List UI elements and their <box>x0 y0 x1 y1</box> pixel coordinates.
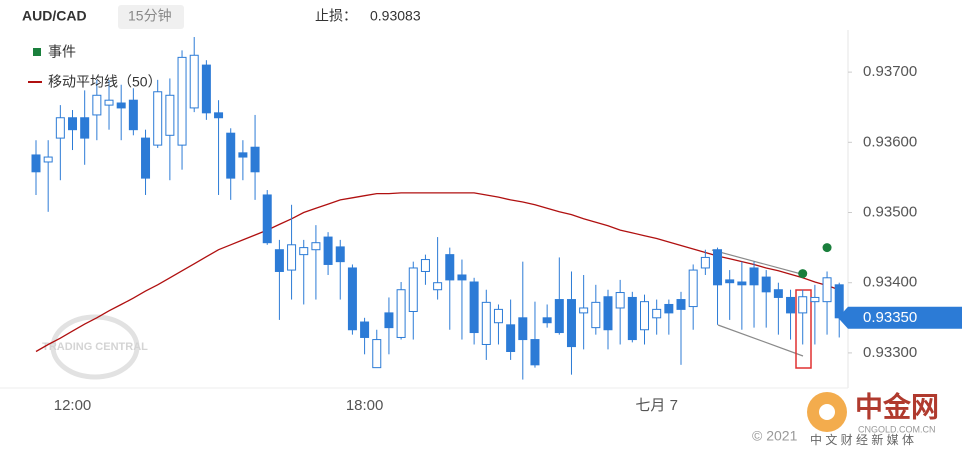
y-tick-label: 0.93600 <box>863 133 917 150</box>
candle-body <box>713 249 723 286</box>
interval-box <box>118 5 184 29</box>
candle-body <box>810 296 820 303</box>
candle-body <box>226 132 236 179</box>
y-tick-label: 0.93700 <box>863 63 917 80</box>
stop-value: 0.93083 <box>370 8 421 24</box>
brand: 中金网 <box>855 390 939 422</box>
symbol: AUD/CAD <box>22 8 87 24</box>
candle-body <box>615 292 625 309</box>
event-dot <box>822 243 832 253</box>
candle-body <box>506 324 516 352</box>
candle-body <box>676 299 686 310</box>
candle-body <box>104 99 114 106</box>
candle-body <box>274 249 284 272</box>
candle-body <box>238 152 248 158</box>
candle-body <box>469 281 479 334</box>
candle-body <box>688 269 698 308</box>
candle-body <box>603 296 613 331</box>
candle-body <box>737 281 747 286</box>
candle-body <box>92 94 102 116</box>
candle-body <box>396 289 406 338</box>
x-tick-label: 18:00 <box>346 397 384 414</box>
candle-body <box>287 244 297 271</box>
logo-icon <box>819 404 835 420</box>
candle-body <box>31 154 41 173</box>
candle-body <box>262 194 272 244</box>
watermark: TRADING CENTRAL <box>42 341 148 353</box>
candle-body <box>786 296 796 314</box>
candle-body <box>311 242 321 251</box>
candle-body <box>554 299 564 334</box>
candle-body <box>165 94 175 136</box>
legend-swatch <box>33 48 41 56</box>
candle-body <box>627 296 637 341</box>
candle-body <box>433 282 443 291</box>
candle-body <box>481 301 491 345</box>
x-tick-label: 七月 7 <box>635 397 678 414</box>
candle-body <box>445 254 455 281</box>
candle-body <box>798 296 808 314</box>
candle-body <box>189 54 199 109</box>
candle-body <box>55 117 65 139</box>
candle-body <box>116 102 126 109</box>
slogan: 中 文 财 经 新 媒 体 <box>810 432 914 447</box>
candle-body <box>542 317 552 324</box>
candle-body <box>299 247 309 256</box>
candle-body <box>80 117 90 139</box>
candle-body <box>518 317 528 341</box>
candle-body <box>761 276 771 293</box>
candle-body <box>201 64 211 114</box>
candle-body <box>530 339 540 366</box>
interval: 15分钟 <box>128 8 172 24</box>
y-tick-label: 0.93400 <box>863 274 917 291</box>
candle-body <box>834 284 844 319</box>
watermark-ring <box>50 314 140 380</box>
candle-body <box>420 259 430 272</box>
candle-body <box>579 307 589 314</box>
candle-body <box>640 301 649 331</box>
trend-line <box>711 249 806 276</box>
legend-label: 事件 <box>48 44 76 60</box>
candle-body <box>128 99 138 131</box>
candle-body <box>250 146 260 173</box>
candle-body <box>493 308 503 324</box>
candle-body <box>652 308 662 319</box>
candle-body <box>153 91 163 146</box>
candle-body <box>177 56 187 146</box>
candle-body <box>335 246 345 263</box>
highlight-box <box>795 289 812 369</box>
candle-body <box>457 274 467 281</box>
candle-body <box>141 137 151 179</box>
candle-body <box>700 256 710 269</box>
last-price-box <box>838 306 962 329</box>
x-tick-label: 12:00 <box>54 397 92 414</box>
legend-label: 移动平均线（50） <box>48 74 162 90</box>
candle-body <box>384 312 394 329</box>
candle-body <box>323 236 333 265</box>
candle-body <box>347 267 357 331</box>
candle-body <box>408 267 418 312</box>
candle-body <box>566 299 576 348</box>
event-dot <box>798 269 808 279</box>
candle-body <box>214 112 224 119</box>
site: CNGOLD.COM.CN <box>858 424 936 434</box>
candle-body <box>360 321 370 338</box>
candle-body <box>773 289 783 298</box>
candle-body <box>664 303 674 314</box>
trend-line <box>717 324 804 357</box>
candle-body <box>43 156 53 163</box>
candle-body <box>591 301 601 329</box>
candle-body <box>749 267 759 286</box>
candle-body <box>822 277 832 303</box>
candle-body <box>725 279 735 284</box>
last-price-label: 0.93350 <box>863 309 917 326</box>
candle-body <box>372 339 382 369</box>
candle-body <box>68 117 78 131</box>
y-tick-label: 0.93300 <box>863 344 917 361</box>
copyright: © 2021 <box>752 428 798 444</box>
stop-label: 止损： <box>315 8 357 24</box>
y-tick-label: 0.93500 <box>863 203 917 220</box>
